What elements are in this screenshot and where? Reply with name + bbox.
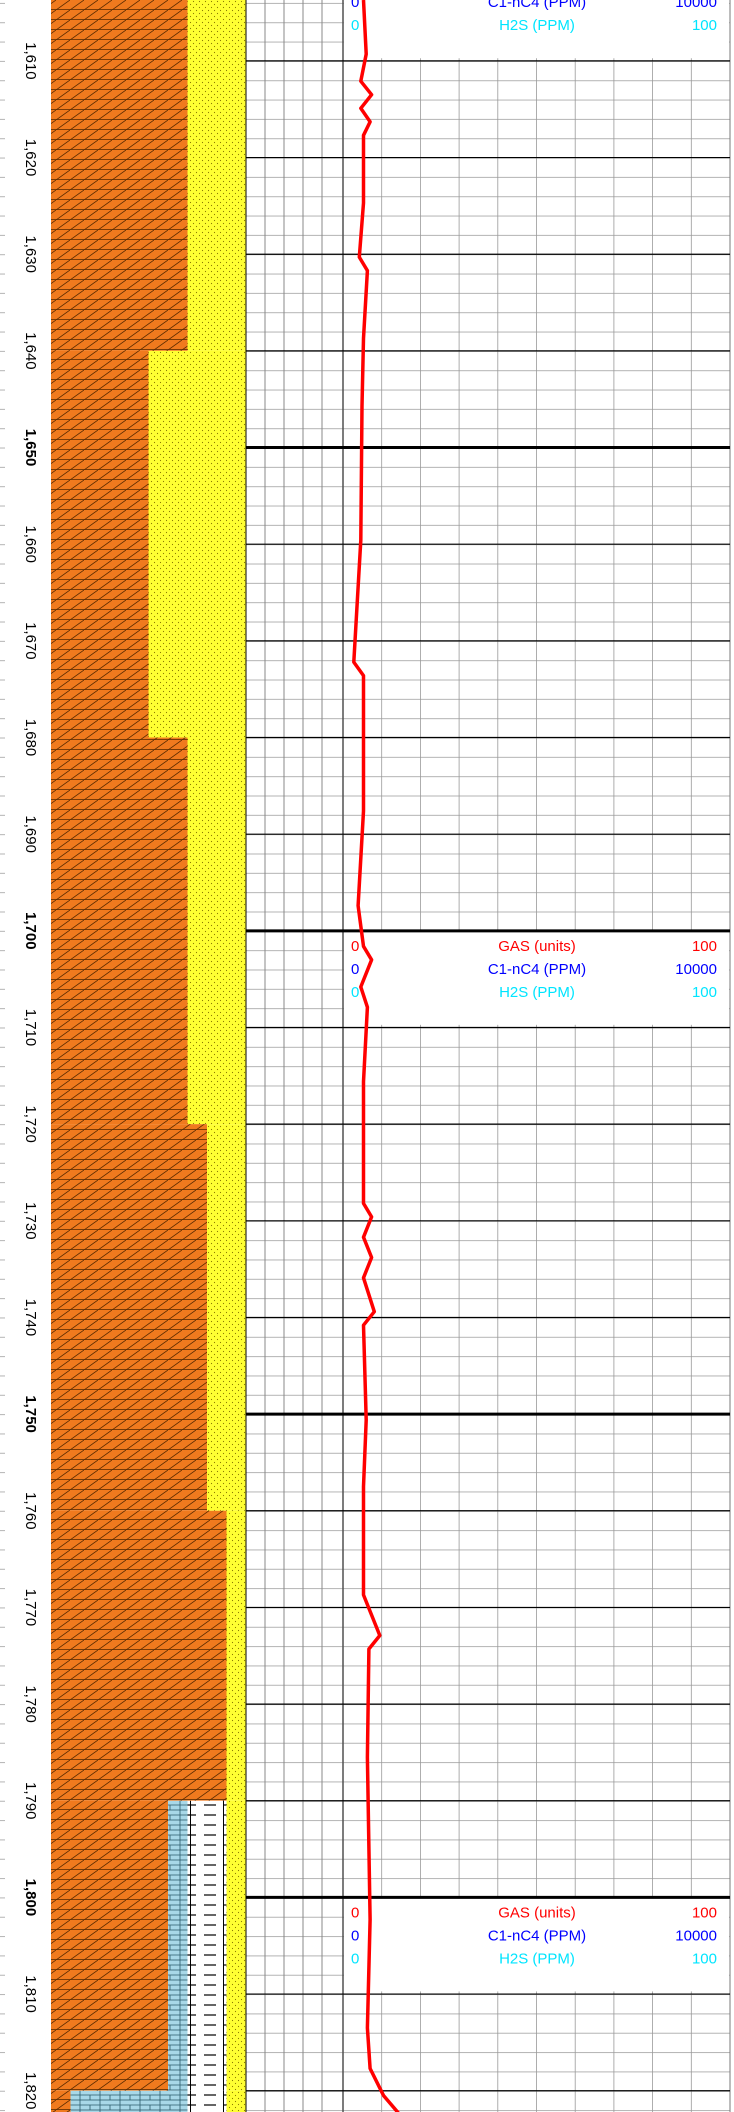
curve-name: GAS (units) — [498, 1904, 576, 1921]
depth-label: 1,710 — [22, 1009, 39, 1047]
curve-max: 10000 — [675, 0, 717, 11]
minor-grid — [246, 0, 730, 2112]
lithology-pattern — [51, 738, 188, 1125]
curve-min: 0 — [351, 961, 359, 978]
depth-label: 1,810 — [22, 1975, 39, 2013]
curve-name: H2S (PPM) — [499, 984, 575, 1001]
mud-log: 1,610 1,620 1,630 1,640 1,650 1,660 1,670 1,680… — [0, 0, 734, 2112]
curve-max: 100 — [692, 938, 717, 955]
depth-label: 1,820 — [22, 2072, 39, 2110]
lithology-pattern — [188, 738, 247, 1125]
lithology-pattern — [168, 1801, 188, 2091]
lithology-pattern — [149, 351, 247, 738]
depth-label: 1,690 — [22, 815, 39, 853]
lithology-pattern — [188, 2091, 227, 2112]
lithology-pattern — [188, 1801, 227, 2091]
depth-label: 1,760 — [22, 1492, 39, 1530]
lithology-pattern — [227, 1801, 247, 2091]
depth-label: 1,640 — [22, 332, 39, 370]
depth-label: 1,670 — [22, 622, 39, 660]
depth-label: 1,650 — [22, 429, 39, 467]
depth-label: 1,630 — [22, 235, 39, 273]
curve-min: 0 — [351, 0, 359, 11]
curve-max: 100 — [692, 1904, 717, 1921]
curve-min: 0 — [351, 1927, 359, 1944]
depth-label: 1,620 — [22, 139, 39, 177]
curve-name: C1-nC4 (PPM) — [488, 961, 586, 978]
curve-max: 10000 — [675, 1927, 717, 1944]
depth-label: 1,660 — [22, 525, 39, 563]
lithology-pattern — [51, 1124, 207, 1511]
lithology-column — [51, 0, 246, 2112]
depth-label: 1,750 — [22, 1395, 39, 1433]
curve-name: GAS (units) — [498, 938, 576, 955]
depth-label: 1,770 — [22, 1589, 39, 1627]
depth-label: 1,740 — [22, 1299, 39, 1337]
curve-max: 100 — [692, 984, 717, 1001]
depth-label: 1,610 — [22, 42, 39, 80]
depth-label: 1,680 — [22, 719, 39, 757]
curve-min: 0 — [351, 1904, 359, 1921]
curve-name: C1-nC4 (PPM) — [488, 1927, 586, 1944]
lithology-pattern — [71, 2091, 188, 2112]
lithology-pattern — [51, 351, 149, 738]
curve-max: 10000 — [675, 961, 717, 978]
depth-label: 1,780 — [22, 1685, 39, 1723]
depth-label: 1,730 — [22, 1202, 39, 1240]
lithology-pattern — [51, 2091, 71, 2112]
curve-max: 100 — [692, 1950, 717, 1967]
curve-min: 0 — [351, 1950, 359, 1967]
curve-max: 100 — [692, 17, 717, 34]
lithology-pattern — [51, 0, 188, 351]
curve-name: H2S (PPM) — [499, 1950, 575, 1967]
lithology-pattern — [207, 1124, 246, 1511]
lithology-pattern — [51, 1801, 168, 2091]
curve-name: H2S (PPM) — [499, 17, 575, 34]
curve-min: 0 — [351, 938, 359, 955]
lithology-pattern — [188, 0, 247, 351]
depth-label: 1,800 — [22, 1879, 39, 1917]
curve-min: 0 — [351, 17, 359, 34]
depth-ticks — [0, 0, 5, 2112]
curve-min: 0 — [351, 984, 359, 1001]
depth-label: 1,720 — [22, 1105, 39, 1143]
curve-name: C1-nC4 (PPM) — [488, 0, 586, 11]
depth-label: 1,700 — [22, 912, 39, 950]
lithology-pattern — [51, 1511, 227, 1801]
lithology-pattern — [227, 1511, 247, 1801]
depth-label: 1,790 — [22, 1782, 39, 1820]
lithology-pattern — [227, 2091, 247, 2112]
